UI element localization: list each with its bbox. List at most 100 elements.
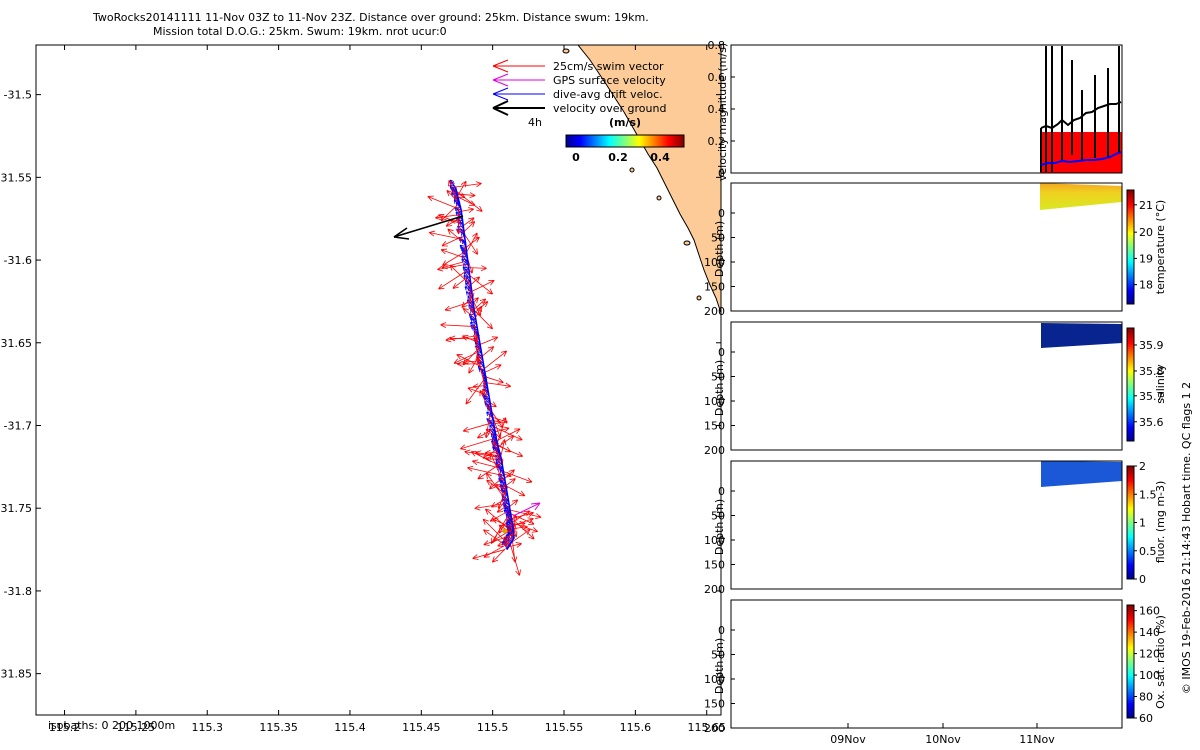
swim-vector [467,465,503,476]
depth-tick-label: 50 [711,649,725,662]
salinity-colorbar-tick-label: 35.9 [1139,339,1164,352]
depth-tick-label: 0 [718,207,725,220]
temperature-colorbar-label: temperature (°C) [1154,200,1167,294]
map-y-tick-label: -31.85 [0,668,32,681]
salinity-colorbar-tick-label: 35.8 [1139,365,1164,378]
velocity-tick-label: 0.4 [708,103,726,116]
drift-velocity-vectors [449,179,515,550]
swim-vector [486,479,506,495]
swim-vector [440,322,476,328]
swim-vector [495,444,524,458]
swim-vector [462,307,474,318]
temperature-colorbar [1126,189,1135,305]
swim-vector [449,264,469,284]
depth-tick-label: 0 [718,346,725,359]
fluor-colorbar-label: fluor. (mg m-3) [1154,481,1167,564]
legend-drift-symbol [492,87,545,101]
swim-vector [428,230,464,240]
swim-vector [479,389,490,411]
salinity-colorbar [1126,327,1135,442]
depth-tick-label: 50 [711,371,725,384]
island [656,195,662,201]
legend-time: 4h [528,116,542,129]
map-y-tick-label: -31.7 [4,419,32,432]
swim-vector [492,425,523,441]
speed-colorbar-tick: 0.4 [650,151,670,164]
date-tick-label: 11Nov [1019,733,1055,746]
depth-panel-frame [730,182,1123,312]
map-x-tick-label: 115.45 [402,721,441,734]
temperature-data [1040,183,1122,210]
fluor-colorbar-tick-label: 1 [1139,517,1146,530]
swim-vector [489,452,504,483]
map-frame [35,44,722,716]
swim-vector [482,518,509,545]
swim-vector [470,451,501,467]
island [696,295,702,301]
fluor-colorbar-tick-label: 1.5 [1139,488,1157,501]
depth-panel-frame [730,460,1123,590]
swim-vector [453,181,482,188]
temperature-colorbar-tick-label: 21 [1139,199,1153,212]
swim-vector [447,228,464,243]
swim-vector [466,265,487,272]
date-tick-label: 10Nov [925,733,961,746]
swim-vector [494,428,521,442]
swim-vector [484,382,512,389]
swim-vector [465,379,485,405]
swim-vector [472,383,486,390]
swim-vector [503,484,526,497]
swim-vector [464,449,499,458]
depth-panel-frame [730,321,1123,451]
swim-vectors [427,180,542,576]
depth-tick-label: 100 [704,395,725,408]
velocity-y-ticks: 0.8 0.6 0.4 0.2 0 [708,39,735,180]
depth-tick-label: 200 [704,444,725,457]
depth-tick-label: 150 [704,698,725,711]
swim-vector [501,470,533,483]
depth-tick-label: 200 [704,722,725,735]
speed-colorbar-tick: 0.2 [608,151,628,164]
swim-vector [467,273,494,295]
swim-vector [462,335,478,343]
speed-colorbar [565,134,685,148]
map-x-tick-label: 115.3 [192,721,224,734]
swim-vector [452,276,469,289]
legend-ground-symbol [492,100,545,116]
velocity-spikes [1040,46,1120,172]
swim-vector [482,350,508,371]
swim-vector [440,248,466,259]
temperature-colorbar-tick-label: 18 [1139,279,1153,292]
swim-vector [489,477,503,490]
swim-vector [471,307,494,330]
map-y-tick-label: -31.6 [4,254,32,267]
depth-tick-label: 0 [718,624,725,637]
swim-vector [507,509,542,519]
map-x-tick-label: 115.25 [117,721,156,734]
swim-vector [438,270,468,290]
map-x-tick-label: 115.2 [49,721,81,734]
map-y-ticks: -31.5 -31.55 -31.6 -31.65 -31.7 -31.75 -31.8 -3… [0,89,721,681]
oxygen-colorbar-tick-label: 160 [1139,605,1160,618]
swim-vector [441,236,463,247]
depth-tick-label: 150 [704,559,725,572]
map-x-tick-label: 115.4 [334,721,366,734]
swim-vector [485,428,495,436]
swim-vector [476,357,487,392]
fluor-data [1041,461,1122,487]
swim-vector [469,280,495,293]
legend-swim-label: 25cm/s swim vector [553,60,664,73]
swim-vector [482,364,502,374]
depth-tick-label: 100 [704,534,725,547]
credit-line: © IMOS 19-Feb-2016 21:14:43 Hobart time.… [1180,382,1193,694]
legend-gps-label: GPS surface velocity [553,74,666,87]
swim-vector [478,336,499,346]
swim-vector [483,529,508,547]
map-x-tick-label: 115.55 [545,721,584,734]
map-y-tick-label: -31.75 [0,502,32,515]
swim-vector [491,548,506,563]
swim-vector [455,206,462,235]
swim-vector [427,195,460,210]
velocity-tick-label: 0.2 [708,135,726,148]
swim-vector [446,190,458,201]
